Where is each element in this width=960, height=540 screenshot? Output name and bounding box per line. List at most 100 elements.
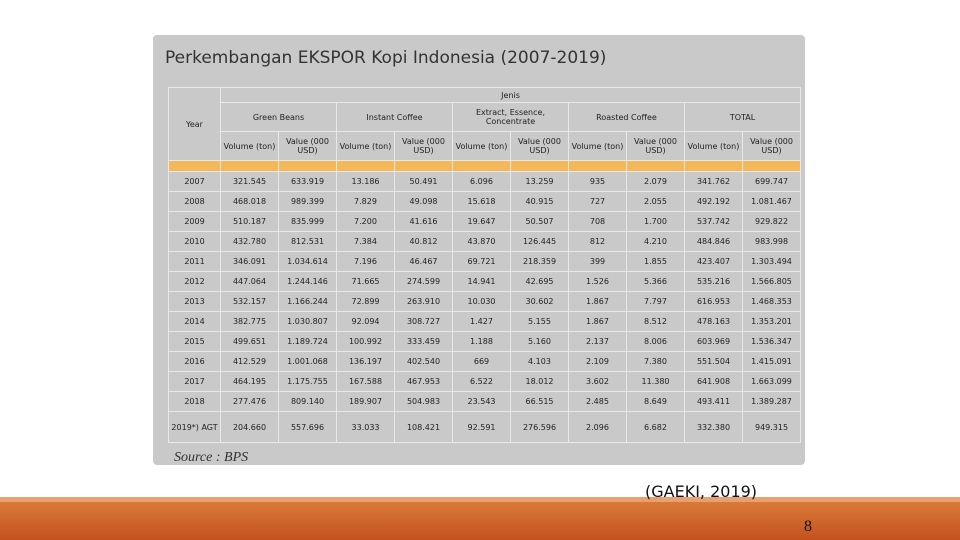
value-cell: 2.096 [568, 411, 627, 443]
year-header: Year [168, 87, 221, 161]
value-cell: 1.566.805 [741, 271, 802, 292]
value-cell: 949.315 [741, 411, 802, 443]
value-cell: 1.244.146 [278, 271, 337, 292]
year-cell: 2012 [168, 271, 221, 292]
year-cell: 2019*) AGT [168, 411, 221, 443]
value-cell: 504.983 [394, 391, 453, 412]
value-cell: 478.163 [684, 311, 743, 332]
value-cell: 321.545 [220, 171, 279, 192]
value-cell: 332.380 [684, 411, 743, 443]
value-cell: 7.797 [626, 291, 685, 312]
value-cell: 274.599 [394, 271, 453, 292]
value-cell: 15.618 [452, 191, 511, 212]
data-row: 2007 321.545 633.919 13.186 50.491 6.096 13.25… [168, 171, 802, 192]
data-row: 2009 510.187 835.999 7.200 41.616 19.647 50.50… [168, 211, 802, 232]
value-cell: 126.445 [510, 231, 569, 252]
group-header: Extract, Essence, Concentrate [452, 102, 569, 132]
value-cell: 4.103 [510, 351, 569, 372]
data-row: 2016 412.529 1.001.068 136.197 402.540 669 4.1… [168, 351, 802, 372]
value-cell: 69.721 [452, 251, 511, 272]
group-header: Green Beans [220, 102, 337, 132]
value-cell: 557.696 [278, 411, 337, 443]
value-cell: 464.195 [220, 371, 279, 392]
value-cell: 1.427 [452, 311, 511, 332]
value-cell: 10.030 [452, 291, 511, 312]
value-cell: 1.303.494 [741, 251, 802, 272]
value-cell: 41.616 [394, 211, 453, 232]
title: Perkembangan EKSPOR Kopi Indonesia (2007… [165, 48, 607, 68]
value-cell: 537.742 [684, 211, 743, 232]
value-cell: 7.200 [336, 211, 395, 232]
value-cell: 18.012 [510, 371, 569, 392]
value-cell: 1.536.347 [741, 331, 802, 352]
orange-row [168, 160, 802, 172]
value-cell: 4.210 [626, 231, 685, 252]
value-cell: 468.018 [220, 191, 279, 212]
value-cell: 492.192 [684, 191, 743, 212]
value-cell: 1.353.201 [741, 311, 802, 332]
value-cell: 633.919 [278, 171, 337, 192]
subheader: Value (000 USD) [626, 131, 685, 161]
value-cell: 412.529 [220, 351, 279, 372]
value-cell: 277.476 [220, 391, 279, 412]
subheader: Volume (ton) [220, 131, 279, 161]
value-cell: 5.160 [510, 331, 569, 352]
value-cell: 983.998 [741, 231, 802, 252]
value-cell: 50.507 [510, 211, 569, 232]
subheader: Volume (ton) [452, 131, 511, 161]
group-header: Roasted Coffee [568, 102, 685, 132]
value-cell: 1.175.755 [278, 371, 337, 392]
orange-cell [510, 160, 569, 172]
value-cell: 204.660 [220, 411, 279, 443]
value-cell: 50.491 [394, 171, 453, 192]
value-cell: 30.602 [510, 291, 569, 312]
group-row: Green Beans Instant Coffee Extract, Essenc… [169, 102, 802, 132]
value-cell: 499.651 [220, 331, 279, 352]
value-cell: 346.091 [220, 251, 279, 272]
citation: (GAEKI, 2019) [645, 482, 758, 501]
orange-cell [220, 160, 279, 172]
value-cell: 6.096 [452, 171, 511, 192]
value-cell: 3.602 [568, 371, 627, 392]
value-cell: 7.384 [336, 231, 395, 252]
value-cell: 276.596 [510, 411, 569, 443]
value-cell: 136.197 [336, 351, 395, 372]
value-cell: 382.775 [220, 311, 279, 332]
group-header: TOTAL [683, 102, 802, 132]
value-cell: 402.540 [394, 351, 453, 372]
value-cell: 1.034.614 [278, 251, 337, 272]
subheader: Volume (ton) [568, 131, 627, 161]
value-cell: 641.908 [684, 371, 743, 392]
subheader-row: Volume (ton) Value (000 USD) Volume (ton) V… [169, 131, 802, 161]
value-cell: 467.953 [394, 371, 453, 392]
data-row: 2010 432.780 812.531 7.384 40.812 43.870 126.4… [168, 231, 802, 252]
value-cell: 5.155 [510, 311, 569, 332]
value-cell: 308.727 [394, 311, 453, 332]
data-row: 2014 382.775 1.030.807 92.094 308.727 1.427 5.… [168, 311, 802, 332]
orange-cell [168, 160, 221, 172]
value-cell: 66.515 [510, 391, 569, 412]
value-cell: 100.992 [336, 331, 395, 352]
source: Source : BPS [174, 450, 249, 465]
value-cell: 493.411 [684, 391, 743, 412]
orange-cell [626, 160, 685, 172]
value-cell: 1.867 [568, 291, 627, 312]
value-cell: 43.870 [452, 231, 511, 252]
year-cell: 2017 [168, 371, 221, 392]
value-cell: 1.166.244 [278, 291, 337, 312]
value-cell: 727 [568, 191, 627, 212]
data-row: 2018 277.476 809.140 189.907 504.983 23.543 66… [168, 391, 802, 412]
value-cell: 6.522 [452, 371, 511, 392]
value-cell: 929.822 [741, 211, 802, 232]
data-row: 2017 464.195 1.175.755 167.588 467.953 6.522 1… [168, 371, 802, 392]
value-cell: 1.030.807 [278, 311, 337, 332]
value-cell: 484.846 [684, 231, 743, 252]
value-cell: 2.055 [626, 191, 685, 212]
value-cell: 1.867 [568, 311, 627, 332]
bar-strip [0, 497, 960, 502]
year-cell: 2018 [168, 391, 221, 412]
value-cell: 5.366 [626, 271, 685, 292]
value-cell: 1.700 [626, 211, 685, 232]
value-cell: 263.910 [394, 291, 453, 312]
